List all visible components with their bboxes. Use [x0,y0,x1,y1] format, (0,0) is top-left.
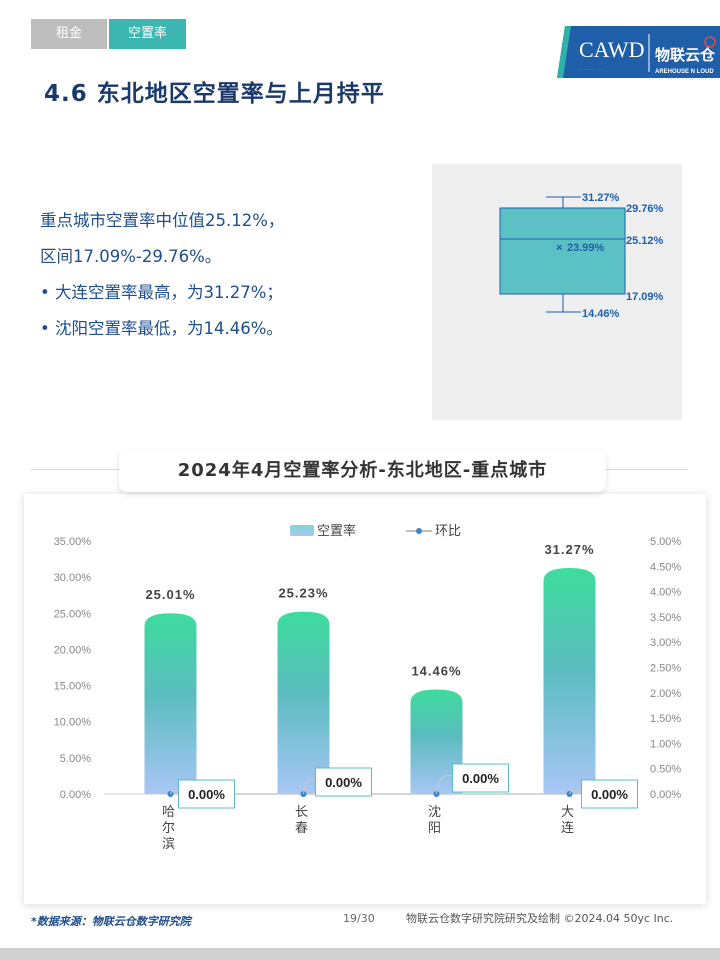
logo-sub: AREHOUSE N LOUD [655,69,714,75]
bottom-bar [0,948,720,960]
x-tick-label: 沈阳 [428,805,441,836]
summary-bullet-max: • 大连空置率最高，为31.27%； [40,283,283,302]
boxplot-median-label: 25.12% [626,235,664,247]
x-tick-label: 大连 [561,805,574,836]
y-left-tick-label: 0.00% [60,789,91,801]
page-title: 4.6 东北地区空置率与上月持平 [44,81,385,107]
y-right-tick-label: 2.50% [650,663,681,675]
y-left-tick-label: 20.00% [54,644,92,656]
summary-line1: 重点城市空置率中位值25.12%， [40,211,285,230]
boxplot-max-label: 31.27% [582,192,620,204]
line-label-leader [170,789,179,795]
bar [543,567,596,794]
footer-credit: 物联云仓数字研究院研究及绘制 ©2024.04 50yc Inc. [406,912,674,925]
bar [144,613,197,794]
data-source: *数据来源：物联云仓数字研究院 [31,915,191,928]
page-number: 19/30 [343,912,375,925]
chart-legend: 空置率 环比 [290,523,461,539]
logo-brand: 物联云仓 [655,46,716,64]
line-label-box [315,767,372,797]
legend-bar-label: 空置率 [317,523,356,539]
y-left-tick-label: 30.00% [54,572,92,584]
logo-text: CAWD [579,37,644,62]
boxplot-mean-label: 23.99% [567,242,605,254]
bar [277,611,330,794]
y-right-tick-label: 1.50% [650,713,681,725]
bar-value-label: 25.23% [278,586,328,601]
y-right-tick-label: 0.00% [650,789,681,801]
tab-rent[interactable]: 租金 [31,19,107,49]
line-label-box [452,763,509,793]
x-tick-label: 长春 [295,805,308,836]
y-left-tick-label: 25.00% [54,608,92,620]
line-label-box [178,779,235,809]
y-right-tick-label: 3.50% [650,612,681,624]
line-value-label: 0.00% [462,771,499,786]
line-value-label: 0.00% [325,775,362,790]
boxplot-box [499,207,626,295]
y-left-tick-label: 35.00% [54,536,92,548]
line-label-leader [569,789,582,795]
y-left-tick-label: 15.00% [54,681,92,693]
legend-line-label: 环比 [435,524,461,539]
boxplot-panel: 31.27% 29.76% 25.12% × 23.99% 17.09% 14.… [432,164,682,420]
boxplot-q3-label: 29.76% [626,203,664,215]
cawd-logo: CAWD . . . . . . . . . . . . 物联云仓 AREHOU… [557,26,720,78]
y-left-tick-label: 5.00% [60,753,91,765]
y-right-tick-label: 4.50% [650,561,681,573]
tab-vacancy[interactable]: 空置率 [109,19,186,49]
line-label-leader [436,774,453,795]
svg-text:. . . . . . . . . .: . . . . . . . . . . . . [579,66,605,71]
chart-title: 2024年4月空置率分析-东北地区-重点城市 [119,450,606,492]
legend-bar-swatch [290,525,314,536]
line-label-box [581,779,638,809]
boxplot-min-label: 14.46% [582,308,620,320]
bar [410,689,463,794]
y-left-tick-label: 10.00% [54,717,92,729]
line-value-label: 0.00% [591,787,628,802]
summary-text: 重点城市空置率中位值25.12%， 区间17.09%-29.76%。 • 大连空… [40,203,284,347]
y-right-tick-label: 4.00% [650,587,681,599]
summary-bullet-min: • 沈阳空置率最低，为14.46%。 [40,319,283,338]
bar-value-label: 14.46% [411,663,461,678]
line-label-leader [303,778,316,795]
boxplot-chart: 31.27% 29.76% 25.12% × 23.99% 17.09% 14.… [499,192,664,320]
y-right-tick-label: 5.00% [650,536,681,548]
boxplot-q1-label: 17.09% [626,291,664,303]
chart-card: 空置率 环比 0.00% 5.00% 10.00% 15.00% 20.00% 25.00… [24,494,706,904]
bar-value-label: 25.01% [145,587,195,602]
summary-line2: 区间17.09%-29.76%。 [40,247,222,266]
vacancy-chart: 空置率 环比 0.00% 5.00% 10.00% 15.00% 20.00% 25.00… [54,523,682,852]
bar-value-label: 31.27% [544,542,594,557]
boxplot-mean-marker: × [556,242,562,254]
line-value-label: 0.00% [188,787,225,802]
x-tick-label: 哈尔滨 [162,805,175,852]
y-right-tick-label: 0.50% [650,764,681,776]
y-right-tick-label: 3.00% [650,637,681,649]
y-right-tick-label: 1.00% [650,738,681,750]
y-right-tick-label: 2.00% [650,688,681,700]
legend-line-marker [416,528,422,534]
